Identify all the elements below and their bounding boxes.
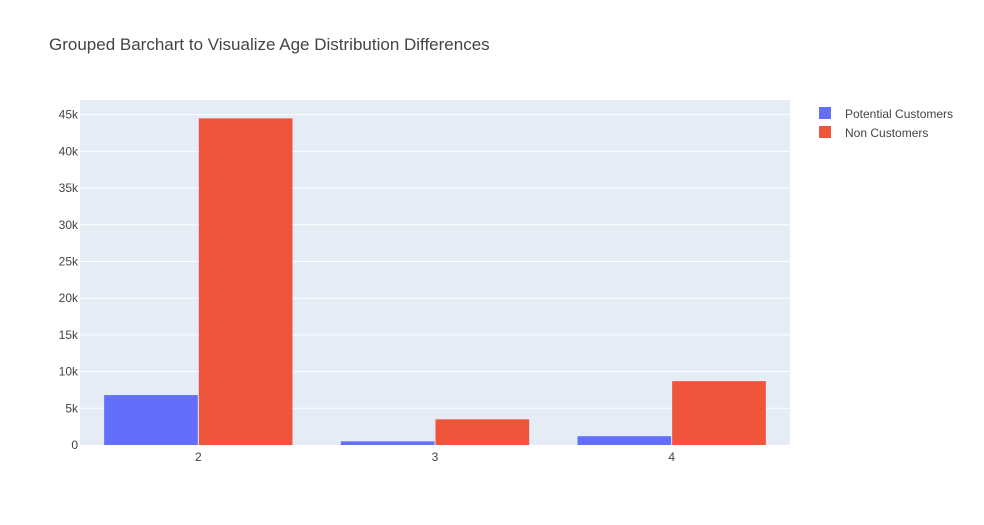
legend-swatch xyxy=(819,107,831,119)
gridlines xyxy=(80,114,790,409)
legend[interactable]: Potential Customers Non Customers xyxy=(819,107,953,140)
x-tick-label: 4 xyxy=(668,450,675,464)
y-tick-label: 5k xyxy=(65,401,79,415)
legend-label: Non Customers xyxy=(845,126,928,140)
bars[interactable] xyxy=(104,118,766,445)
bar-potential-customers-2[interactable] xyxy=(104,395,198,445)
y-tick-label: 20k xyxy=(59,291,79,305)
y-tick-label: 30k xyxy=(59,218,79,232)
x-tick-label: 2 xyxy=(195,450,202,464)
y-tick-label: 35k xyxy=(59,181,79,195)
y-axis-ticks: 0 5k 10k 15k 20k 25k 30k 35k 40k 45k xyxy=(59,108,79,452)
chart-title: Grouped Barchart to Visualize Age Distri… xyxy=(49,35,490,54)
plot-area xyxy=(80,100,790,445)
bar-potential-customers-4[interactable] xyxy=(577,436,672,445)
x-tick-label: 3 xyxy=(432,450,439,464)
bar-non-customers-4[interactable] xyxy=(672,381,766,445)
bar-non-customers-2[interactable] xyxy=(198,118,293,445)
y-tick-label: 25k xyxy=(59,254,79,268)
bar-non-customers-3[interactable] xyxy=(435,419,530,445)
x-axis-ticks: 2 3 4 xyxy=(195,450,675,464)
legend-item-potential-customers[interactable]: Potential Customers xyxy=(819,107,953,121)
legend-label: Potential Customers xyxy=(845,107,953,121)
y-tick-label: 15k xyxy=(59,328,79,342)
legend-swatch xyxy=(819,126,831,138)
y-tick-label: 10k xyxy=(59,365,79,379)
y-tick-label: 45k xyxy=(59,108,79,122)
y-tick-label: 0 xyxy=(71,438,78,452)
legend-item-non-customers[interactable]: Non Customers xyxy=(819,126,928,140)
y-tick-label: 40k xyxy=(59,144,79,158)
bar-potential-customers-3[interactable] xyxy=(340,441,435,445)
